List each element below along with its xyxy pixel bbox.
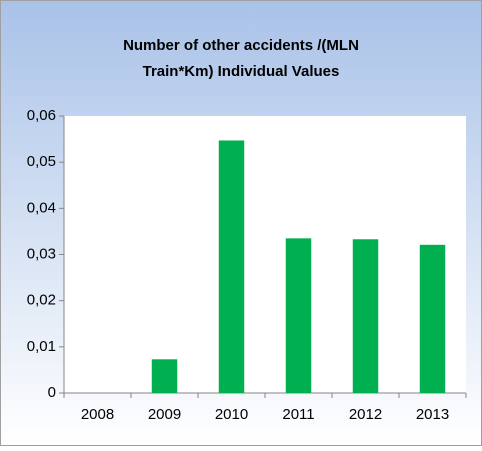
y-tick-label: 0,02 <box>27 292 56 309</box>
x-tick-label: 2013 <box>416 406 449 423</box>
x-tick-label: 2008 <box>81 406 114 423</box>
y-tick-label: 0 <box>48 384 56 401</box>
bar <box>352 239 379 393</box>
x-tick-label: 2011 <box>282 406 314 423</box>
y-tick-label: 0,04 <box>27 199 56 216</box>
plot-area <box>64 116 466 393</box>
chart-title: Train*Km) Individual Values <box>143 63 340 80</box>
bar <box>151 359 178 393</box>
bar <box>285 238 312 393</box>
x-tick-label: 2009 <box>148 406 181 423</box>
chart-title: Number of other accidents /(MLN <box>123 37 359 54</box>
y-tick-label: 0,01 <box>27 338 56 355</box>
y-tick-label: 0,03 <box>27 245 56 262</box>
y-tick-label: 0,06 <box>27 107 56 124</box>
x-tick-label: 2012 <box>349 406 382 423</box>
bar <box>218 140 245 393</box>
y-tick-label: 0,05 <box>27 153 56 170</box>
x-tick-label: 2010 <box>215 406 248 423</box>
bar <box>419 244 446 393</box>
